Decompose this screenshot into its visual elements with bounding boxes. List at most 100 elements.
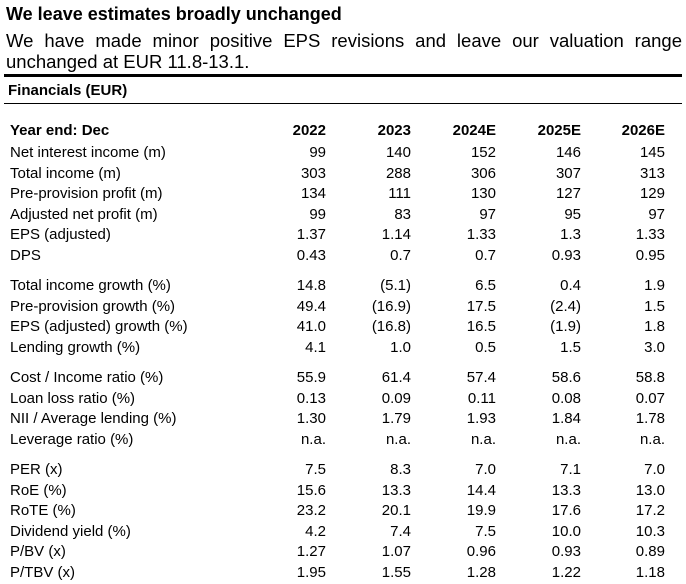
cell-value: 1.78 [635,410,665,427]
row-label: Loan loss ratio (%) [10,389,136,407]
cell-value: 111 [388,185,411,202]
cell-value: 7.4 [390,522,411,540]
cell-value: 55.9 [296,369,326,386]
row-label: RoTE (%) [10,502,76,519]
cell-value: 0.13 [296,389,326,407]
column-header: 2023 [377,122,411,139]
cell-value: 303 [300,164,326,182]
cell-value: 1.14 [381,226,411,243]
cell-value: 20.1 [381,502,411,519]
cell-value: 99 [309,205,326,223]
row-label: PER (x) [10,461,63,478]
column-header: Year end: Dec [10,122,110,139]
cell-value: 7.1 [560,461,581,478]
cell-value: 130 [470,185,496,202]
cell-value: 0.95 [635,246,665,264]
cell-value: 0.5 [475,338,496,356]
cell-value: 146 [555,144,581,161]
rule [4,74,682,77]
cell-value: 1.33 [466,226,496,243]
cell-value: 0.96 [466,543,496,560]
cell-value: 1.37 [296,226,326,243]
cell-value: 13.0 [635,481,665,499]
cell-value: 17.2 [635,502,665,519]
cell-value: n.a. [470,430,496,448]
cell-value: (16.9) [371,297,411,315]
row-label: Pre-provision growth (%) [10,297,176,315]
cell-value: 140 [385,144,411,161]
cell-value: 7.0 [475,461,496,478]
cell-value: 15.6 [296,481,326,499]
cell-value: 1.5 [560,338,581,356]
cell-value: (2.4) [550,297,581,315]
cell-value: 1.8 [644,318,665,335]
cell-value: 152 [470,144,496,161]
cell-value: 306 [470,164,496,182]
cell-value: 0.89 [635,543,665,560]
column-header: 2022 [292,122,326,139]
cell-value: n.a. [555,430,581,448]
cell-value: 0.43 [296,246,326,264]
cell-value: 99 [309,144,326,161]
cell-value: 4.1 [305,338,326,356]
cell-value: 8.3 [390,461,411,478]
row-label: P/TBV (x) [10,563,76,581]
cell-value: 95 [564,205,581,223]
cell-value: 49.4 [296,297,326,315]
cell-value: (5.1) [380,277,411,294]
cell-value: 16.5 [466,318,496,335]
cell-value: 1.3 [560,226,581,243]
cell-value: 19.9 [466,502,496,519]
row-label: NII / Average lending (%) [10,410,177,427]
cell-value: 1.5 [644,297,665,315]
cell-value: 127 [555,185,581,202]
cell-value: 14.8 [296,277,326,294]
cell-value: 0.09 [381,389,411,407]
cell-value: 14.4 [466,481,496,499]
cell-value: 4.2 [305,522,326,540]
row-label: Total income growth (%) [10,277,171,294]
column-header: 2025E [537,122,581,139]
row-label: Dividend yield (%) [10,522,131,540]
cell-value: 7.5 [475,522,496,540]
rule [4,103,682,104]
cell-value: 17.5 [466,297,496,315]
cell-value: 1.28 [466,563,496,581]
cell-value: 1.0 [390,338,411,356]
cell-value: 97 [479,205,496,223]
table-caption: Financials (EUR) [8,82,128,99]
cell-value: 134 [300,185,326,202]
cell-value: (16.8) [371,318,411,335]
row-label: Adjusted net profit (m) [10,205,158,223]
cell-value: 313 [639,164,665,182]
cell-value: 0.93 [551,246,581,264]
row-label: Lending growth (%) [10,338,141,356]
cell-value: 1.93 [466,410,496,427]
cell-value: 7.5 [305,461,326,478]
cell-value: 41.0 [296,318,326,335]
cell-value: 0.08 [551,389,581,407]
row-label: EPS (adjusted) growth (%) [10,318,188,335]
cell-value: 97 [648,205,665,223]
cell-value: (1.9) [550,318,581,335]
cell-value: 1.27 [296,543,326,560]
cell-value: 13.3 [381,481,411,499]
cell-value: 23.2 [296,502,326,519]
cell-value: 1.55 [381,563,411,581]
cell-value: 10.3 [635,522,665,540]
cell-value: 0.11 [467,389,496,407]
cell-value: 145 [639,144,665,161]
row-label: EPS (adjusted) [10,226,111,243]
cell-value: 0.7 [475,246,496,264]
cell-value: 129 [639,185,665,202]
cell-value: 1.84 [551,410,581,427]
cell-value: 6.5 [475,277,496,294]
cell-value: 17.6 [551,502,581,519]
cell-value: 58.6 [551,369,581,386]
cell-value: 0.93 [551,543,581,560]
title: We leave estimates broadly unchanged [6,4,342,24]
cell-value: 3.0 [644,338,665,356]
cell-value: 1.79 [381,410,411,427]
cell-value: 1.18 [635,563,665,581]
row-label: Net interest income (m) [10,144,166,161]
